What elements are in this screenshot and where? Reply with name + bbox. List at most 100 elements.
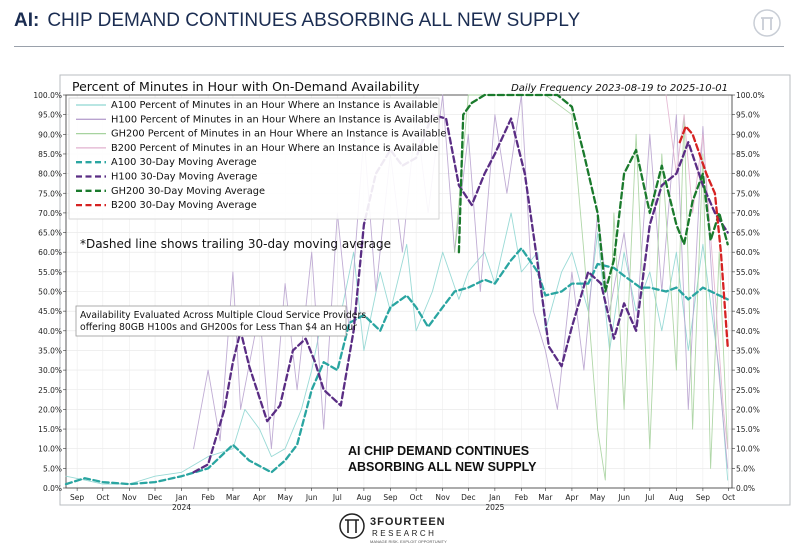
header-divider <box>14 46 784 47</box>
x-tick-label: Jan <box>175 493 188 502</box>
y-tick-label-right: 65.0% <box>736 229 760 238</box>
y-tick-label-left: 90.0% <box>38 130 62 139</box>
overlay-line-1: AI CHIP DEMAND CONTINUES <box>348 444 529 458</box>
y-tick-label-left: 15.0% <box>38 425 62 434</box>
overlay-line-2: ABSORBING ALL NEW SUPPLY <box>348 460 537 474</box>
x-tick-label: Jul <box>332 493 342 502</box>
y-tick-label-right: 0.0% <box>736 484 755 493</box>
x-tick-label: Feb <box>201 493 215 502</box>
y-tick-label-left: 50.0% <box>38 288 62 297</box>
y-tick-label-left: 85.0% <box>38 150 62 159</box>
header-title: CHIP DEMAND CONTINUES ABSORBING ALL NEW … <box>47 10 581 31</box>
x-tick-label: Nov <box>435 493 450 502</box>
y-tick-label-left: 0.0% <box>43 484 62 493</box>
y-tick-label-right: 95.0% <box>736 111 760 120</box>
chart-subtitle: Daily Frequency 2023-08-19 to 2025-10-01 <box>511 83 728 94</box>
series-line-7 <box>678 125 729 348</box>
series-line-4 <box>64 247 729 486</box>
y-tick-label-right: 20.0% <box>736 405 760 414</box>
x-tick-label: Aug <box>357 493 372 502</box>
y-tick-label-left: 60.0% <box>38 248 62 257</box>
axes-layer: 0.0% 0.0% 5.0% 5.0% 10.0% 10.0% 15.0% 15.0% 20.0… <box>33 91 764 512</box>
y-tick-label-left: 40.0% <box>38 327 62 336</box>
brand-tagline: MANAGE RISK. EXPLOIT OPPORTUNITY <box>370 539 447 544</box>
x-tick-label: Oct <box>722 493 735 502</box>
y-tick-label-right: 80.0% <box>736 170 760 179</box>
y-tick-label-right: 90.0% <box>736 130 760 139</box>
x-tick-label: Jun <box>617 493 630 502</box>
y-tick-label-right: 70.0% <box>736 209 760 218</box>
y-tick-label-left: 100.0% <box>33 91 62 100</box>
x-tick-label: Jan <box>488 493 501 502</box>
y-tick-label-right: 5.0% <box>736 464 755 473</box>
x-year-label: 2025 <box>485 503 504 512</box>
x-tick-label: Mar <box>538 493 553 502</box>
annotation-line-1: Availability Evaluated Across Multiple C… <box>80 310 366 321</box>
x-tick-label: Sep <box>383 493 397 502</box>
y-tick-label-left: 20.0% <box>38 405 62 414</box>
y-tick-label-right: 30.0% <box>736 366 760 375</box>
legend: A100 Percent of Minutes in an Hour Where… <box>68 97 446 220</box>
x-tick-label: Sep <box>696 493 710 502</box>
y-tick-label-right: 35.0% <box>736 346 760 355</box>
brand-mark-icon <box>339 513 365 539</box>
y-tick-label-left: 30.0% <box>38 366 62 375</box>
y-tick-label-left: 75.0% <box>38 189 62 198</box>
brand-sub: RESEARCH <box>372 529 436 538</box>
y-tick-label-left: 5.0% <box>43 464 62 473</box>
x-tick-label: Aug <box>669 493 684 502</box>
y-tick-label-left: 95.0% <box>38 111 62 120</box>
legend-label-4: A100 30-Day Moving Average <box>111 157 257 168</box>
x-tick-label: Sep <box>70 493 84 502</box>
x-tick-label: Mar <box>226 493 241 502</box>
legend-label-7: B200 30-Day Moving Average <box>111 200 257 211</box>
y-tick-label-left: 35.0% <box>38 346 62 355</box>
y-tick-label-left: 80.0% <box>38 170 62 179</box>
x-tick-label: Dec <box>461 493 476 502</box>
y-tick-label-left: 55.0% <box>38 268 62 277</box>
y-tick-label-right: 50.0% <box>736 288 760 297</box>
x-year-label: 2024 <box>172 503 191 512</box>
x-tick-label: Dec <box>148 493 163 502</box>
x-tick-label: Apr <box>565 493 579 502</box>
y-tick-label-right: 60.0% <box>736 248 760 257</box>
legend-label-2: GH200 Percent of Minutes in an Hour Wher… <box>111 129 446 140</box>
y-tick-label-right: 85.0% <box>736 150 760 159</box>
series-line-6 <box>457 93 729 293</box>
x-tick-label: Apr <box>253 493 267 502</box>
y-tick-label-right: 100.0% <box>736 91 765 100</box>
y-tick-label-right: 40.0% <box>736 327 760 336</box>
x-tick-label: Jun <box>305 493 318 502</box>
y-tick-label-right: 10.0% <box>736 445 760 454</box>
brand-logo: 3FOURTEEN RESEARCH MANAGE RISK. EXPLOIT … <box>339 513 447 544</box>
y-tick-label-left: 25.0% <box>38 386 62 395</box>
y-tick-label-right: 25.0% <box>736 386 760 395</box>
x-tick-label: May <box>277 493 293 502</box>
moving-average-note: *Dashed line shows trailing 30-day movin… <box>80 237 391 251</box>
y-tick-label-left: 65.0% <box>38 229 62 238</box>
x-tick-label: Jul <box>644 493 654 502</box>
y-tick-label-right: 55.0% <box>736 268 760 277</box>
x-tick-label: Oct <box>96 493 109 502</box>
brand-seal-icon <box>753 9 781 37</box>
legend-label-5: H100 30-Day Moving Average <box>111 172 257 183</box>
y-tick-label-left: 10.0% <box>38 445 62 454</box>
overlay-caption: AI CHIP DEMAND CONTINUES ABSORBING ALL N… <box>348 444 537 474</box>
y-tick-label-right: 75.0% <box>736 189 760 198</box>
legend-label-6: GH200 30-Day Moving Average <box>111 186 265 197</box>
legend-label-3: B200 Percent of Minutes in an Hour Where… <box>111 143 438 154</box>
legend-label-1: H100 Percent of Minutes in an Hour Where… <box>111 114 439 125</box>
header-prefix: AI: <box>14 10 40 31</box>
brand-name: 3FOURTEEN <box>370 516 446 528</box>
x-tick-label: Oct <box>410 493 423 502</box>
chart-title: Percent of Minutes in Hour with On-Deman… <box>72 79 420 94</box>
annotation-line-2: offering 80GB H100s and GH200s for Less … <box>80 322 357 333</box>
annotation-box: Availability Evaluated Across Multiple C… <box>75 305 366 337</box>
page-header: AI: CHIP DEMAND CONTINUES ABSORBING ALL … <box>14 6 580 36</box>
x-tick-label: Feb <box>515 493 529 502</box>
x-tick-label: Nov <box>122 493 137 502</box>
y-tick-label-left: 45.0% <box>38 307 62 316</box>
y-tick-label-right: 15.0% <box>736 425 760 434</box>
x-tick-label: May <box>590 493 606 502</box>
